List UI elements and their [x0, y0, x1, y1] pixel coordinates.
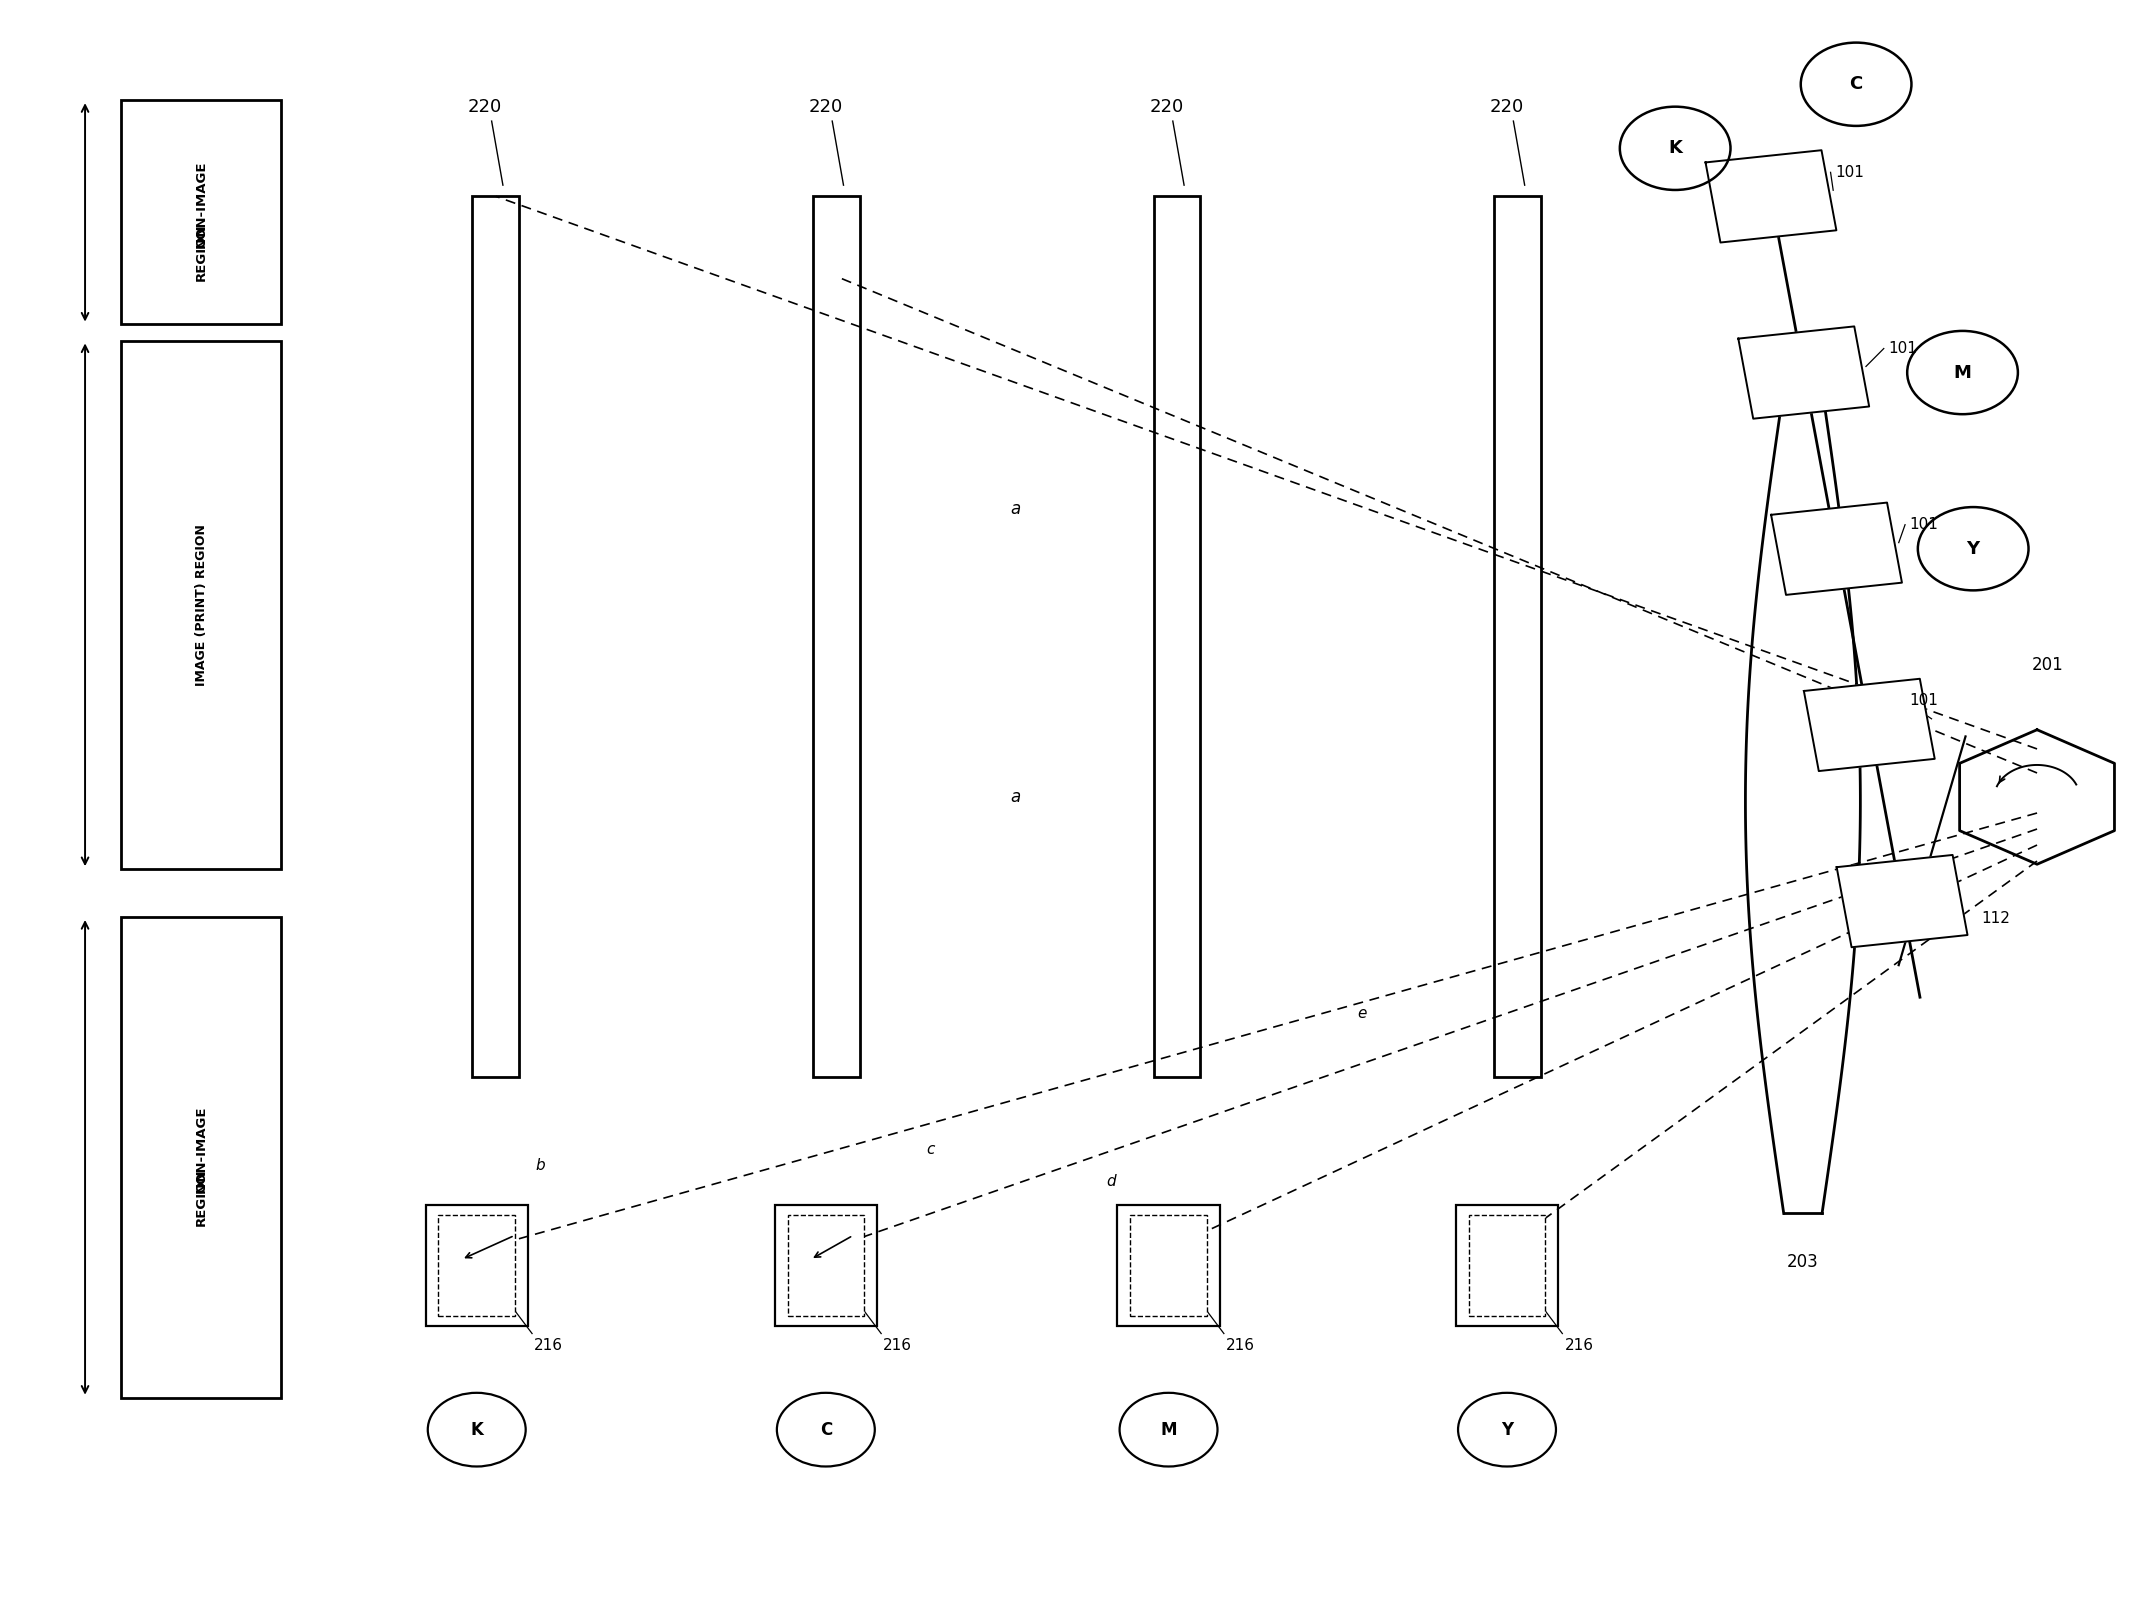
Polygon shape	[1737, 327, 1870, 419]
Text: REGION: REGION	[194, 224, 207, 282]
Bar	[812, 196, 859, 1077]
Text: REGION: REGION	[194, 1169, 207, 1227]
Text: 112: 112	[1981, 911, 2011, 926]
Polygon shape	[1836, 855, 1968, 947]
Polygon shape	[1804, 679, 1934, 771]
Text: 220: 220	[808, 98, 842, 116]
Text: d: d	[1107, 1174, 1116, 1188]
Text: 216: 216	[534, 1338, 564, 1354]
Bar	[789, 1216, 863, 1315]
Text: 101: 101	[1836, 164, 1863, 180]
Bar	[122, 918, 280, 1397]
Text: 101: 101	[1908, 694, 1938, 708]
Text: 220: 220	[1150, 98, 1184, 116]
Text: 101: 101	[1887, 341, 1917, 356]
Bar	[438, 1216, 515, 1315]
Text: 203: 203	[1787, 1254, 1819, 1272]
Bar	[1494, 196, 1541, 1077]
Bar	[776, 1206, 876, 1325]
Text: 216: 216	[1227, 1338, 1254, 1354]
Polygon shape	[1705, 150, 1836, 243]
Bar	[425, 1206, 528, 1325]
Text: b: b	[536, 1158, 545, 1172]
Text: 201: 201	[2032, 655, 2064, 673]
Text: Y: Y	[1500, 1420, 1513, 1439]
Text: C: C	[1849, 76, 1863, 93]
Text: K: K	[1669, 140, 1682, 158]
Text: NON-IMAGE: NON-IMAGE	[194, 161, 207, 248]
Text: Y: Y	[1966, 539, 1979, 557]
Bar	[1118, 1206, 1220, 1325]
Text: C: C	[821, 1420, 831, 1439]
Text: 216: 216	[883, 1338, 912, 1354]
Bar	[1468, 1216, 1545, 1315]
Text: c: c	[925, 1141, 934, 1158]
Text: a: a	[1011, 499, 1019, 518]
Bar	[1455, 1206, 1558, 1325]
Text: a: a	[1011, 787, 1019, 807]
Text: IMAGE (PRINT) REGION: IMAGE (PRINT) REGION	[194, 523, 207, 686]
Bar	[1130, 1216, 1207, 1315]
Text: K: K	[470, 1420, 483, 1439]
Bar	[1154, 196, 1201, 1077]
Text: M: M	[1160, 1420, 1177, 1439]
Polygon shape	[1772, 502, 1902, 594]
Text: 220: 220	[468, 98, 502, 116]
Text: e: e	[1357, 1006, 1368, 1021]
Text: 216: 216	[1564, 1338, 1594, 1354]
Text: M: M	[1953, 364, 1972, 382]
Bar	[472, 196, 519, 1077]
Bar	[122, 341, 280, 869]
Bar	[122, 100, 280, 325]
Text: 220: 220	[1489, 98, 1524, 116]
Text: 101: 101	[1908, 517, 1938, 533]
Text: NON-IMAGE: NON-IMAGE	[194, 1106, 207, 1193]
